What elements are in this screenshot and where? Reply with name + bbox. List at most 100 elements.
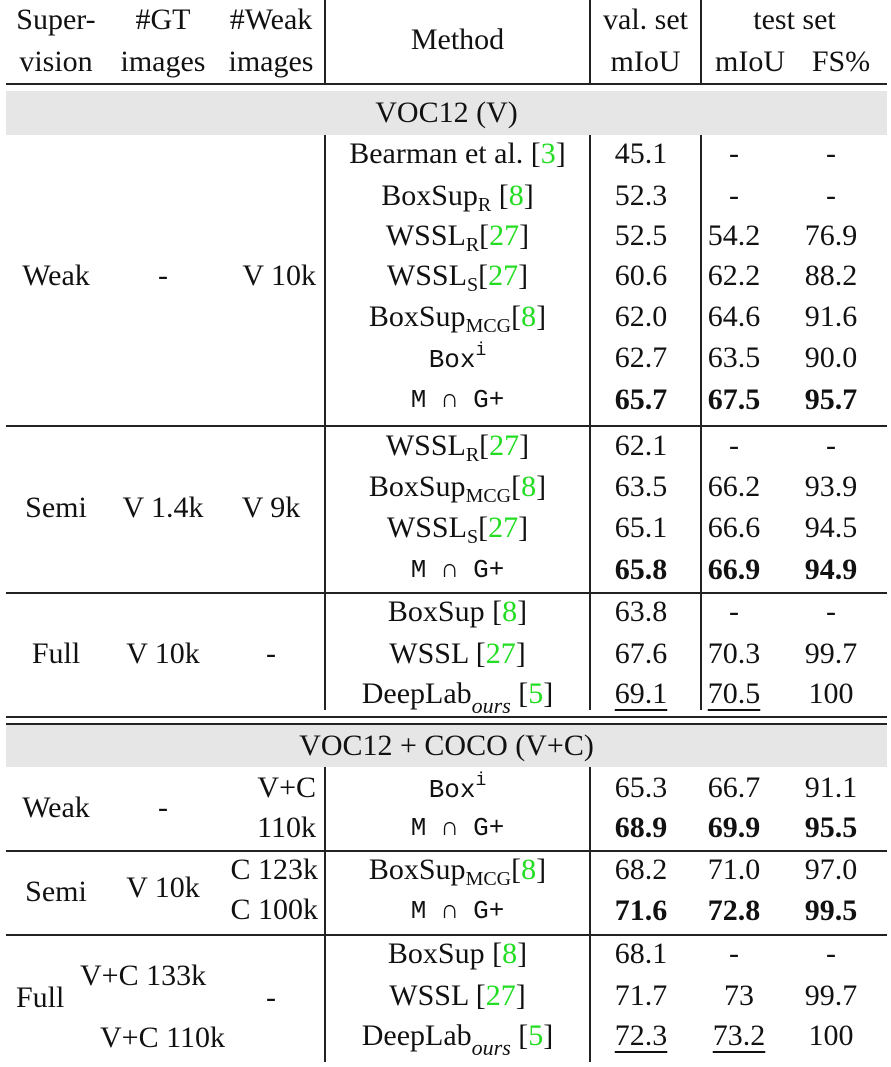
- citation-link[interactable]: 27: [489, 219, 520, 252]
- test-fs: 95.5: [804, 811, 858, 844]
- citation-link[interactable]: 8: [502, 595, 518, 628]
- test-miou: 69.9: [707, 811, 761, 844]
- citation-link[interactable]: 5: [528, 1019, 544, 1052]
- citation-link[interactable]: 27: [489, 429, 520, 462]
- method-cell: Boxi: [428, 771, 487, 805]
- val-miou: 62.7: [614, 341, 668, 374]
- val-miou: 63.8: [614, 595, 668, 628]
- test-miou: 72.8: [707, 894, 761, 927]
- header-rule: [6, 83, 887, 85]
- val-miou: 52.5: [614, 219, 668, 252]
- test-miou: -: [729, 429, 739, 462]
- method-cell: WSSLR[27]: [385, 219, 530, 256]
- test-fs: -: [826, 429, 836, 462]
- group-weak-images: -: [266, 981, 276, 1014]
- test-fs: 91.1: [804, 771, 858, 804]
- citation-link[interactable]: 8: [502, 937, 518, 970]
- citation-link[interactable]: 8: [521, 853, 537, 886]
- group-gt-images: V 10k: [126, 637, 200, 670]
- group-gt-images: V 10k: [126, 871, 200, 904]
- group-supervision: Full: [31, 637, 81, 670]
- method-cell: WSSLS[27]: [386, 511, 529, 548]
- citation-link[interactable]: 8: [508, 179, 524, 212]
- method-cell: M ∩ G+: [410, 385, 505, 415]
- test-miou: -: [729, 595, 739, 628]
- divider-method-val: [589, 0, 591, 84]
- test-miou: 64.6: [707, 300, 761, 333]
- val-miou: 69.1: [614, 677, 668, 710]
- val-miou: 68.2: [614, 853, 668, 886]
- test-miou: 62.2: [707, 259, 761, 292]
- group-supervision: Semi: [25, 491, 87, 524]
- test-fs: -: [826, 937, 836, 970]
- test-miou: 66.7: [707, 771, 761, 804]
- test-miou: 67.5: [707, 383, 761, 416]
- group-weak-images: C 123k C 100k: [230, 853, 318, 926]
- method-cell: DeepLabours [5]: [361, 677, 554, 718]
- val-miou: 65.8: [614, 553, 668, 586]
- val-miou: 65.1: [614, 511, 668, 544]
- group-weak-images: V+C 110k: [257, 771, 316, 844]
- method-cell: BoxSupMCG[8]: [368, 470, 547, 507]
- val-miou: 65.7: [614, 383, 668, 416]
- test-fs: 99.7: [804, 637, 858, 670]
- test-fs: 99.7: [804, 979, 858, 1012]
- test-miou: 73: [724, 979, 754, 1012]
- test-miou: -: [729, 937, 739, 970]
- val-miou: 62.0: [614, 300, 668, 333]
- divider-val-test: [700, 0, 702, 84]
- method-cell: BoxSup [8]: [387, 595, 528, 628]
- method-cell: WSSLR[27]: [385, 429, 530, 466]
- test-fs: -: [826, 137, 836, 170]
- test-miou: 54.2: [707, 219, 761, 252]
- val-miou: 67.6: [614, 637, 668, 670]
- val-miou: 65.3: [614, 771, 668, 804]
- citation-link[interactable]: 27: [488, 259, 519, 292]
- val-miou: 52.3: [614, 179, 668, 212]
- divider-val-test: [700, 135, 702, 710]
- val-miou: 71.7: [614, 979, 668, 1012]
- citation-link[interactable]: 27: [485, 637, 516, 670]
- method-cell: Boxi: [428, 341, 487, 375]
- group-rule: [6, 850, 887, 852]
- header-test-fs: FS%: [811, 45, 871, 78]
- citation-link[interactable]: 8: [521, 470, 537, 503]
- citation-link[interactable]: 8: [521, 300, 537, 333]
- method-cell: M ∩ G+: [410, 555, 505, 585]
- val-miou: 45.1: [614, 137, 668, 170]
- val-miou: 72.3: [614, 1019, 668, 1052]
- group-supervision: Full: [16, 981, 65, 1014]
- citation-link[interactable]: 27: [485, 979, 516, 1012]
- section-double-rule: [6, 716, 887, 718]
- test-miou: 71.0: [707, 853, 761, 886]
- header-method: Method: [410, 23, 505, 56]
- test-miou: 66.9: [707, 553, 761, 586]
- group-supervision: Semi: [25, 875, 87, 908]
- method-cell: M ∩ G+: [410, 896, 505, 926]
- group-gt-images: V+C 133k: [80, 959, 207, 992]
- citation-link[interactable]: 27: [488, 511, 519, 544]
- section-title-voc12: VOC12 (V): [375, 96, 518, 129]
- test-miou: 70.3: [707, 637, 761, 670]
- group-weak-images: -: [266, 637, 276, 670]
- group-rule: [6, 934, 887, 936]
- val-miou: 68.1: [614, 937, 668, 970]
- val-miou: 63.5: [614, 470, 668, 503]
- header-val-set: val. set mIoU: [603, 3, 688, 78]
- val-miou: 60.6: [614, 259, 668, 292]
- method-cell: DeepLabours [5]: [361, 1019, 554, 1060]
- citation-link[interactable]: 3: [540, 137, 556, 170]
- test-fs: 88.2: [804, 259, 858, 292]
- val-miou: 62.1: [614, 429, 668, 462]
- divider-method-val: [589, 135, 591, 710]
- citation-link[interactable]: 5: [528, 677, 544, 710]
- test-fs: 90.0: [804, 341, 858, 374]
- section-title-voc12-coco: VOC12 + COCO (V+C): [299, 729, 594, 762]
- method-cell: BoxSupMCG[8]: [368, 300, 547, 337]
- divider-weak-method: [324, 135, 326, 710]
- group-supervision: Weak: [22, 791, 90, 824]
- divider-weak-method: [324, 0, 326, 84]
- test-fs: 94.9: [804, 553, 858, 586]
- header-test-miou: mIoU: [715, 45, 785, 78]
- test-fs: 91.6: [804, 300, 858, 333]
